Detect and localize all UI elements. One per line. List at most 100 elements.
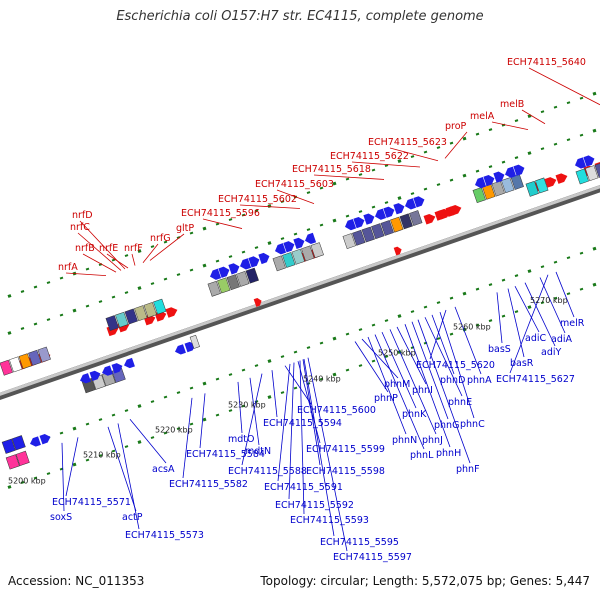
tick-mark xyxy=(384,164,389,168)
leader-line xyxy=(202,218,243,229)
leader-line xyxy=(297,361,321,444)
tick-mark xyxy=(124,445,129,448)
tick-mark xyxy=(46,472,51,475)
tick-mark xyxy=(202,381,207,386)
gene-label: soxS xyxy=(50,512,72,523)
tick-mark xyxy=(410,192,415,196)
tick-mark xyxy=(345,214,350,218)
leader-line xyxy=(303,359,335,537)
gene-arrow xyxy=(283,241,295,253)
gene-label: ECH74115_5618 xyxy=(292,164,371,175)
leader-line xyxy=(411,321,449,420)
backbone-line-shadow xyxy=(0,185,600,400)
tick-mark xyxy=(280,355,285,359)
tick-mark xyxy=(384,319,389,323)
tick-mark xyxy=(20,327,25,330)
gene-label: ECH74115_5571 xyxy=(52,497,131,508)
leader-line xyxy=(277,363,291,482)
gene-label: nrfB xyxy=(75,243,95,254)
ruler-label: 5250 kbp xyxy=(378,349,416,358)
gene-block xyxy=(134,305,148,322)
leader-line xyxy=(454,306,482,375)
gene-block xyxy=(189,334,200,349)
tick-mark xyxy=(202,226,207,231)
gene-block xyxy=(310,242,324,259)
tick-mark xyxy=(462,173,467,178)
tick-mark xyxy=(33,322,38,326)
tick-mark xyxy=(345,332,350,336)
leader-line xyxy=(106,253,129,269)
tick-mark xyxy=(267,359,272,363)
tick-mark xyxy=(85,267,90,271)
gene-arrow xyxy=(218,266,230,278)
tick-mark xyxy=(202,417,207,422)
leader-line xyxy=(249,377,260,446)
leader-line xyxy=(429,309,447,360)
tick-mark xyxy=(215,222,220,226)
leader-line xyxy=(431,314,455,375)
tick-mark xyxy=(137,404,142,408)
gene-block xyxy=(18,353,32,370)
tick-mark xyxy=(566,292,571,296)
tick-mark xyxy=(488,283,493,287)
tick-mark xyxy=(475,287,480,291)
leader-line xyxy=(61,442,65,512)
tick-mark xyxy=(111,258,116,262)
tick-mark xyxy=(59,313,64,317)
tick-mark xyxy=(163,277,168,281)
gene-label: phnD xyxy=(440,375,465,386)
label-leader-lines xyxy=(61,67,600,552)
leader-line xyxy=(129,419,167,464)
tick-mark xyxy=(124,291,129,294)
tick-mark xyxy=(111,449,116,453)
leader-line xyxy=(514,285,540,333)
tick-mark xyxy=(436,183,441,187)
leader-line xyxy=(239,204,301,209)
tick-mark xyxy=(514,156,519,160)
tick-mark xyxy=(254,246,259,250)
gene-block xyxy=(115,311,129,328)
gene-label: adiA xyxy=(551,334,572,345)
tick-mark xyxy=(358,173,363,177)
tick-mark xyxy=(215,377,220,381)
gene-label: adiC xyxy=(525,333,546,344)
leader-line xyxy=(65,272,107,277)
forward-gene-arrow xyxy=(165,307,178,318)
tick-mark xyxy=(579,251,584,255)
gene-arrow xyxy=(275,243,287,255)
gene-label: nrfG xyxy=(150,233,171,244)
gene-arrow xyxy=(124,357,135,369)
leader-line xyxy=(302,359,321,466)
leader-line xyxy=(299,360,305,515)
tick-mark xyxy=(215,413,220,417)
tick-mark xyxy=(228,255,233,259)
gene-block xyxy=(585,165,599,182)
gene-label: nrfA xyxy=(58,262,78,273)
leader-line xyxy=(491,121,529,131)
tick-mark xyxy=(514,310,519,314)
gene-arrow xyxy=(30,436,41,447)
tick-mark xyxy=(137,286,142,290)
tick-mark xyxy=(176,391,181,394)
leader-line xyxy=(288,362,295,500)
gene-block xyxy=(207,280,221,297)
tick-mark xyxy=(449,178,454,182)
tick-mark xyxy=(371,205,376,209)
tick-mark xyxy=(254,364,259,368)
tick-mark xyxy=(98,418,103,421)
gene-label: ECH74115_5600 xyxy=(297,405,376,416)
gene-features xyxy=(0,155,600,470)
tick-mark xyxy=(553,105,558,109)
tick-mark xyxy=(332,372,337,377)
tick-mark xyxy=(72,426,77,431)
gene-arrow xyxy=(111,363,123,374)
gene-block xyxy=(291,248,305,265)
gene-block xyxy=(11,435,26,451)
tick-mark xyxy=(501,314,506,318)
gene-arrow xyxy=(483,174,495,187)
leader-line xyxy=(404,324,451,448)
leader-line xyxy=(149,233,185,261)
leader-line xyxy=(117,423,140,530)
gene-label: phnA xyxy=(467,375,492,386)
